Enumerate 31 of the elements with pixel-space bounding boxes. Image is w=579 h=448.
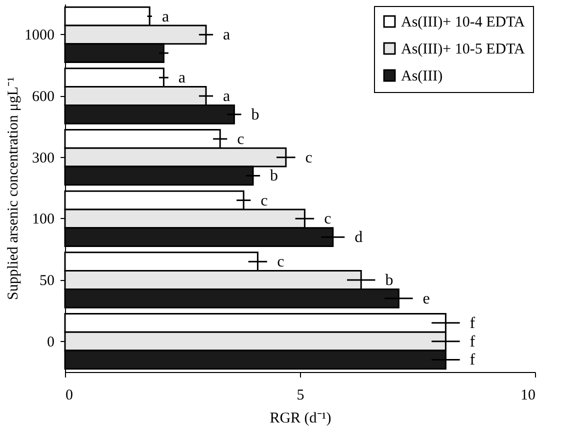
data-label: a bbox=[223, 26, 230, 44]
data-label: a bbox=[223, 88, 230, 105]
x-tick-label: 10 bbox=[520, 388, 536, 404]
y-tick-label: 50 bbox=[40, 273, 54, 289]
y-tick-label: 600 bbox=[32, 89, 54, 105]
data-label: f bbox=[470, 333, 476, 350]
legend-label: As(III)+ 10-5 EDTA bbox=[401, 42, 526, 58]
y-tick-label: 300 bbox=[32, 150, 54, 166]
data-label: c bbox=[237, 130, 244, 148]
data-label: f bbox=[470, 352, 476, 369]
legend-label: As(III) bbox=[401, 68, 443, 84]
data-label: c bbox=[324, 210, 332, 228]
y-tick-label: 100 bbox=[32, 212, 54, 228]
data-label: c bbox=[277, 254, 284, 271]
y-axis-title: Supplied arsenic concentration μgL⁻¹ bbox=[6, 77, 22, 300]
data-label: c bbox=[305, 149, 312, 166]
data-label: c bbox=[260, 192, 268, 210]
data-label: f bbox=[470, 314, 476, 332]
data-label: d bbox=[354, 229, 363, 246]
data-label: b bbox=[251, 106, 260, 124]
data-label: a bbox=[178, 70, 186, 87]
y-tick-label: 1000 bbox=[24, 28, 54, 44]
data-label: a bbox=[162, 8, 170, 26]
data-label: b bbox=[270, 168, 278, 185]
x-tick-label: 5 bbox=[296, 388, 304, 404]
x-tick-label: 0 bbox=[66, 388, 73, 404]
y-tick-label: 0 bbox=[47, 334, 54, 350]
legend-label: As(III)+ 10-4 EDTA bbox=[401, 14, 526, 30]
data-label: b bbox=[385, 272, 394, 289]
x-axis-title: RGR (d⁻¹) bbox=[270, 410, 332, 426]
data-label: e bbox=[422, 290, 430, 308]
